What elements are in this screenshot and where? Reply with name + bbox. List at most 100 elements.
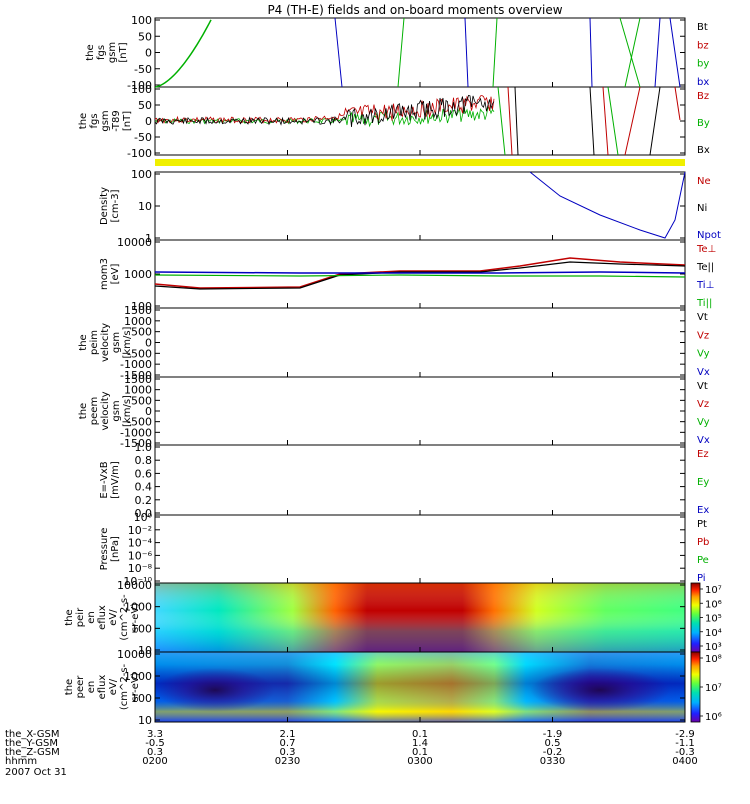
trace-crossing	[397, 17, 405, 88]
x-row-value: -2.9	[675, 729, 695, 740]
y-tick-label: 0.0	[135, 507, 153, 520]
legend-entry: Vt	[697, 312, 708, 323]
y-axis-label: (cm^2-s-	[119, 594, 130, 641]
x-row-value: -1.9	[543, 729, 563, 740]
y-tick-label: 0.4	[135, 481, 153, 494]
x-row-value: 0.3	[280, 747, 296, 758]
trace-crossing	[624, 86, 641, 156]
x-row-value: 0200	[142, 756, 167, 767]
x-row-value: -0.5	[145, 738, 165, 749]
y-tick-label: -1000	[120, 358, 152, 371]
trace-ti-par	[154, 274, 686, 278]
y-tick-label: 10000	[117, 579, 152, 592]
colorbar-label: 10³	[705, 642, 722, 653]
y-axis-label: [nPa]	[110, 536, 121, 562]
trace-crossing	[654, 17, 661, 88]
legend-entry: Vz	[697, 330, 709, 341]
panel-3: 100 10 1 Density [cm-3] Ne Ni Npot	[99, 168, 721, 245]
colorbar-label: 10⁷	[705, 585, 722, 596]
y-tick-label: 50	[138, 30, 152, 43]
panel-9: 10⁷ 10⁶ 10⁵ 10⁴ 10³ 10000 1000 100 10 the peir en ef…	[64, 579, 722, 657]
x-row-label: the_X-GSM	[5, 729, 59, 740]
legend-entry: Pt	[697, 519, 707, 530]
legend-entry: Ex	[697, 505, 709, 516]
trace-crossing	[514, 86, 519, 156]
y-axis-label: (cm^2-s-	[119, 663, 130, 710]
y-axis-label: the	[78, 403, 89, 419]
legend-entry: by	[697, 59, 709, 70]
trace-crossing	[649, 86, 661, 156]
x-row-value: 0330	[540, 756, 565, 767]
legend-entry: Vx	[697, 435, 710, 446]
y-tick-label: 1000	[124, 268, 152, 281]
y-tick-label: 0.6	[135, 467, 153, 480]
y-tick-label: 10	[138, 200, 152, 213]
y-tick-label: 10000	[117, 648, 152, 661]
y-tick-label: 500	[131, 394, 152, 407]
panel-frame	[154, 514, 686, 584]
trace-npot	[529, 171, 686, 239]
panel-10: 10⁸ 10⁷ 10⁶ 10000 1000 100 10 the peer en eflux eV/…	[64, 648, 722, 727]
colorbar-label: 10⁶	[705, 712, 722, 723]
panel-7: 1.00.80.60.40.20.0 E=-VxB [mV/m] Ez Ey Ex	[99, 441, 709, 520]
y-axis-label: eV/	[108, 609, 119, 626]
status-bar	[155, 159, 685, 166]
trace-noisy	[154, 94, 495, 127]
legend-entry: Vx	[697, 367, 710, 378]
y-axis-label: [eV]	[110, 264, 121, 285]
x-row-value: 0230	[275, 756, 300, 767]
y-axis-label: en	[86, 611, 97, 624]
y-tick-label: 0.2	[135, 494, 153, 507]
panel-frame	[154, 17, 686, 88]
y-tick-label: 1000	[124, 601, 152, 614]
legend-entry: Ez	[697, 449, 709, 460]
legend-entry: Ne	[697, 176, 711, 187]
y-tick-label: 0.8	[135, 454, 153, 467]
y-tick-label: -500	[127, 416, 152, 429]
y-tick-label: -1000	[120, 426, 152, 439]
y-tick-label: 100	[131, 300, 152, 313]
y-tick-label: 1	[145, 232, 152, 245]
y-tick-label: 10⁰	[134, 511, 153, 524]
legend-entry: bz	[697, 40, 709, 51]
legend-entry: Vy	[697, 417, 710, 428]
legend-entry: Bz	[697, 91, 709, 102]
x-row-label: the_Z-GSM	[5, 747, 60, 758]
x-row-value: 0300	[407, 756, 432, 767]
legend-entry: Bt	[697, 22, 708, 33]
x-row-value: 0.1	[412, 729, 428, 740]
y-tick-label: 10⁻⁸	[128, 562, 153, 575]
y-axis-label: gsm	[111, 332, 122, 353]
trace-crossing	[589, 17, 593, 88]
y-tick-label: -500	[127, 347, 152, 360]
legend-entry: Vz	[697, 399, 709, 410]
heatmap-core-left	[155, 668, 275, 712]
legend-entry: By	[697, 118, 710, 129]
y-axis-label: eflux	[97, 675, 108, 700]
legend-entry: Te||	[696, 262, 714, 273]
legend-entry: Ey	[697, 477, 709, 488]
colorbar	[690, 651, 701, 723]
y-axis-label: gsm	[100, 110, 111, 131]
y-axis-label: en	[86, 681, 97, 694]
y-tick-label: 0	[145, 405, 152, 418]
y-axis-label: sr-eV)	[130, 672, 141, 701]
trace-crossing	[589, 86, 595, 156]
x-row-value: -1.1	[675, 738, 695, 749]
x-date-label: 2007 Oct 31	[5, 767, 67, 778]
y-tick-label: 10	[138, 714, 152, 727]
trace-te-par	[154, 261, 686, 290]
colorbar-label: 10⁵	[705, 614, 722, 625]
y-tick-label: 1500	[124, 373, 152, 386]
trace-crossing	[464, 17, 469, 88]
panel-frame	[154, 376, 686, 446]
y-tick-label: 0	[145, 115, 152, 128]
legend-entry: Ni	[697, 203, 707, 214]
trace-crossing	[602, 86, 609, 156]
traces	[154, 17, 686, 722]
y-axis-label: [nT]	[122, 111, 133, 131]
